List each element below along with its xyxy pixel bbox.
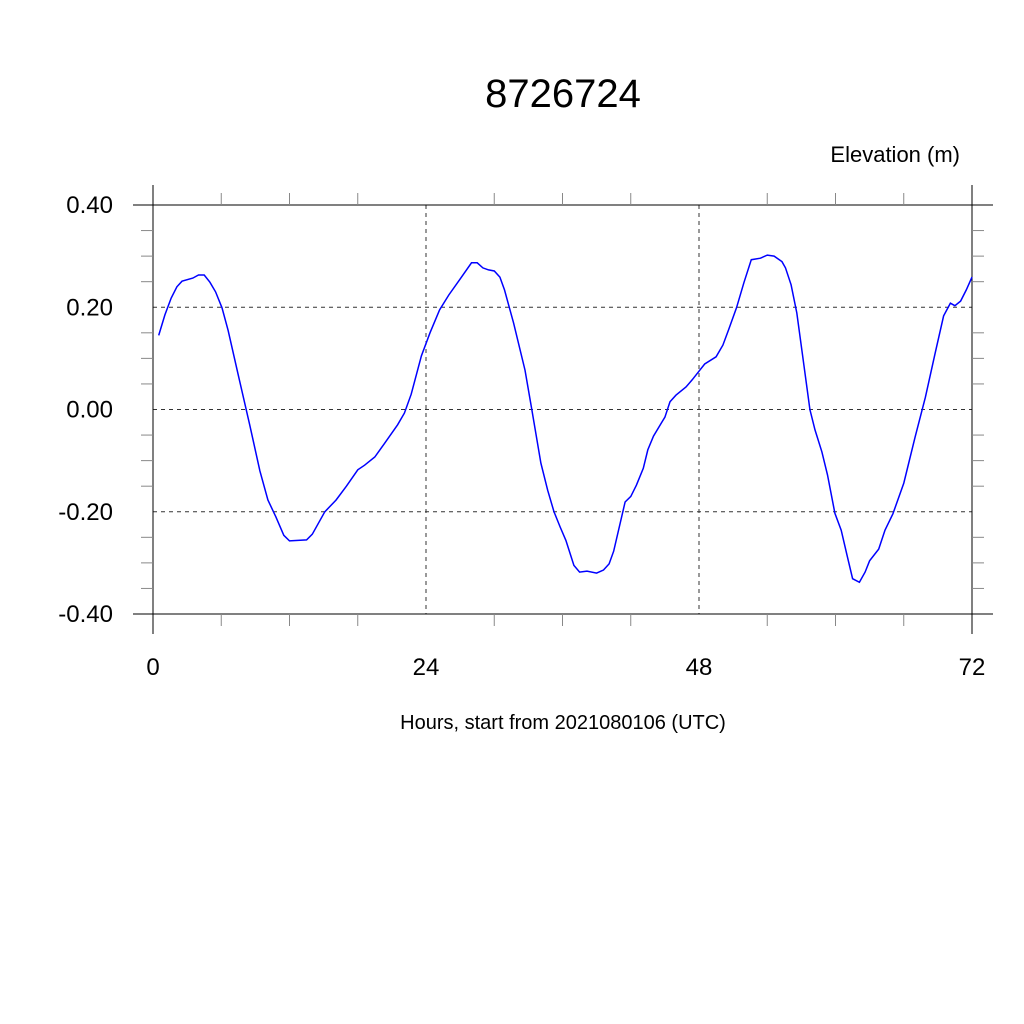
grid [153,205,972,614]
y-axis-label: Elevation (m) [830,142,960,167]
tick-labels: 0.40 0.20 0.00 -0.20 -0.40 0 24 48 72 [58,192,985,681]
y-tick-label: 0.40 [66,192,113,219]
y-tick-label: -0.40 [58,601,113,628]
y-tick-label: 0.00 [66,397,113,424]
x-tick-label: 0 [146,654,159,681]
x-axis-label: Hours, start from 2021080106 (UTC) [400,712,726,734]
axes [133,185,993,634]
x-tick-label: 48 [686,654,713,681]
x-tick-label: 72 [959,654,986,681]
chart-title: 8726724 [485,72,641,116]
x-tick-label: 24 [413,654,440,681]
y-tick-label: 0.20 [66,294,113,321]
series-line [157,254,973,584]
y-tick-label: -0.20 [58,499,113,526]
